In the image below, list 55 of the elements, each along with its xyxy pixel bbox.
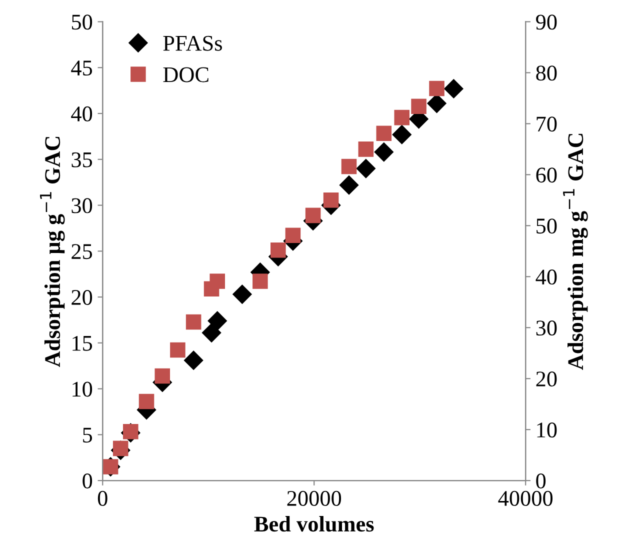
point — [210, 274, 225, 289]
y-tick-label: 15 — [72, 336, 92, 351]
point — [186, 314, 202, 330]
point — [392, 125, 412, 144]
x-tick-label: 0 — [98, 490, 108, 506]
y2-tick-label: 70 — [536, 116, 557, 132]
y-tick-label: 25 — [72, 244, 92, 260]
y2-tick-label: 40 — [536, 270, 557, 285]
point — [285, 228, 301, 243]
y-tick-label: 0 — [82, 473, 92, 488]
y2-tick-label: 20 — [536, 372, 557, 387]
point — [270, 242, 286, 258]
y2-tick-label: 60 — [536, 168, 557, 183]
point — [232, 284, 252, 304]
legend-label: PFASs — [163, 36, 222, 51]
y-tick-label: 35 — [72, 152, 92, 168]
y-tick-label: 30 — [72, 198, 92, 214]
y2-tick-label: 10 — [537, 422, 557, 438]
point — [202, 323, 222, 342]
y2-tick-label: 50 — [536, 218, 557, 234]
y2-tick-label: 30 — [536, 320, 557, 336]
point — [339, 176, 359, 195]
point — [356, 159, 376, 178]
y-tick-label: 20 — [72, 290, 92, 305]
point — [444, 79, 464, 98]
point — [411, 98, 426, 114]
y-tick-label: 5 — [83, 428, 92, 443]
x-tick-label: 40000 — [498, 490, 553, 506]
point — [374, 142, 394, 162]
point — [305, 208, 321, 224]
y2-tick-label: 80 — [536, 66, 557, 81]
point — [138, 394, 154, 410]
legend-label: DOC — [163, 67, 208, 82]
y-tick-label: 40 — [71, 106, 92, 122]
x-axis-title: Bed volumes — [254, 516, 374, 532]
point — [170, 342, 186, 358]
y2-axis-title: Adsorption mg g$^{−1}$ GAC — [563, 134, 588, 370]
point — [429, 80, 444, 96]
point — [323, 192, 339, 208]
y-axis-title: Adsorption μg g$^{−1}$ GAC — [40, 136, 65, 368]
y-tick-label: 45 — [71, 60, 92, 76]
point — [358, 142, 374, 157]
point — [102, 459, 118, 474]
y2-tick-label: 0 — [536, 473, 546, 488]
y-tick-label: 10 — [72, 382, 92, 397]
point — [184, 350, 204, 370]
x-tick-label: 20000 — [287, 490, 342, 506]
y2-tick-label: 90 — [536, 14, 557, 30]
point — [154, 368, 170, 384]
point — [208, 311, 227, 330]
y-tick-label: 50 — [72, 14, 92, 30]
point — [341, 158, 357, 174]
point — [376, 126, 392, 142]
point — [252, 274, 268, 289]
point — [394, 110, 410, 126]
